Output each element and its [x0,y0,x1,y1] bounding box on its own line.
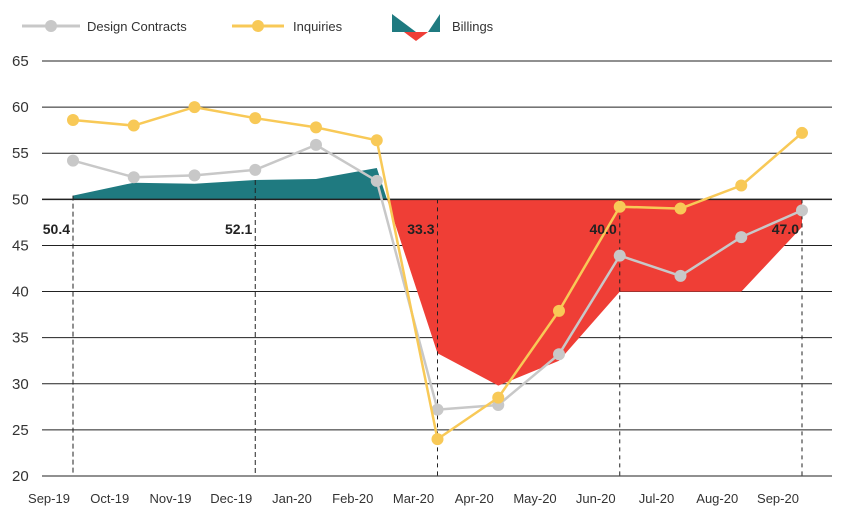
legend-label-billings: Billings [452,19,494,34]
point-design-contracts [370,174,383,187]
x-tick-label: Apr-20 [455,491,494,506]
series-lines [67,101,808,446]
y-tick-label: 40 [12,284,29,301]
legend: Design Contracts Inquiries Billings [22,14,494,41]
point-inquiries [127,119,140,132]
point-design-contracts [310,138,322,151]
y-tick-label: 20 [12,468,29,485]
y-tick-label: 30 [12,376,29,393]
legend-label-design-contracts: Design Contracts [87,19,187,34]
point-inquiries [310,121,322,134]
annotation-label: 52.1 [225,221,252,237]
x-tick-label: May-20 [513,491,556,506]
y-tick-label: 25 [12,422,29,439]
legend-item-inquiries[interactable]: Inquiries [232,19,343,34]
x-tick-label: Oct-19 [90,491,129,506]
x-tick-label: Jan-20 [272,491,312,506]
legend-marker-inquiries [252,20,264,32]
point-inquiries [613,200,626,213]
point-inquiries [249,112,262,125]
y-tick-label: 35 [12,330,29,347]
point-design-contracts [249,163,262,176]
point-design-contracts [127,171,140,184]
point-design-contracts [67,154,79,167]
point-design-contracts [431,403,444,416]
annotation-label: 33.3 [407,221,434,237]
x-tick-label: Sep-20 [757,491,799,506]
point-inquiries [188,101,201,114]
point-design-contracts [613,249,626,262]
x-tick-label: Nov-19 [150,491,192,506]
x-tick-label: Aug-20 [696,491,738,506]
point-inquiries [370,134,383,147]
legend-label-inquiries: Inquiries [293,19,343,34]
x-tick-label: Sep-19 [28,491,70,506]
point-design-contracts [796,204,808,217]
annotation-label: 50.4 [43,221,70,237]
y-axis-ticks: 20 25 30 35 40 45 50 55 60 65 [12,53,29,485]
point-inquiries [674,202,687,215]
annotation-dropdown-lines [72,179,803,476]
point-inquiries [492,391,505,404]
legend-swatch-billings-above [392,14,440,32]
x-tick-label: Mar-20 [393,491,434,506]
annotation-label: 40.0 [590,221,617,237]
point-design-contracts [188,169,201,182]
y-tick-label: 55 [12,145,29,162]
legend-swatch-billings-below [404,32,428,41]
x-tick-label: Feb-20 [332,491,373,506]
y-tick-label: 45 [12,237,29,254]
y-tick-label: 65 [12,53,29,70]
y-tick-label: 50 [12,191,29,208]
x-tick-label: Jul-20 [639,491,674,506]
billings-area-below-0 [387,199,802,386]
x-axis-ticks: Sep-19 Oct-19 Nov-19 Dec-19 Jan-20 Feb-20 Mar-… [28,491,799,506]
point-design-contracts [674,269,687,282]
legend-item-billings[interactable]: Billings [392,14,494,41]
point-inquiries [431,433,444,446]
billings-area [73,168,802,386]
legend-marker-design-contracts [45,20,57,32]
point-inquiries [796,126,808,139]
legend-item-design-contracts[interactable]: Design Contracts [22,19,187,34]
y-tick-label: 60 [12,99,29,116]
billings-area-above-0 [73,168,387,200]
point-inquiries [735,179,748,192]
point-design-contracts [553,348,565,361]
billings-annotations: 50.4 52.1 33.3 40.0 47.0 [43,221,799,237]
point-inquiries [67,114,79,127]
annotation-label: 47.0 [772,221,799,237]
x-tick-label: Jun-20 [576,491,616,506]
point-inquiries [553,304,565,317]
point-design-contracts [735,231,748,244]
x-tick-label: Dec-19 [210,491,252,506]
